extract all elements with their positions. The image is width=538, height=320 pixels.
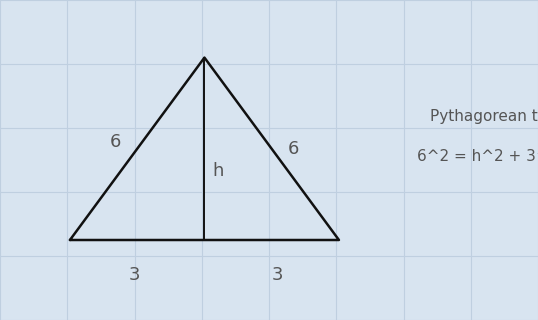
Text: 6^2 = h^2 + 3^2: 6^2 = h^2 + 3^2: [417, 149, 538, 164]
Text: 6: 6: [287, 140, 299, 158]
Text: Pythagorean theorem:: Pythagorean theorem:: [430, 109, 538, 124]
Text: 3: 3: [271, 266, 283, 284]
Text: h: h: [212, 162, 224, 180]
Text: 6: 6: [110, 133, 122, 151]
Text: 3: 3: [129, 266, 140, 284]
